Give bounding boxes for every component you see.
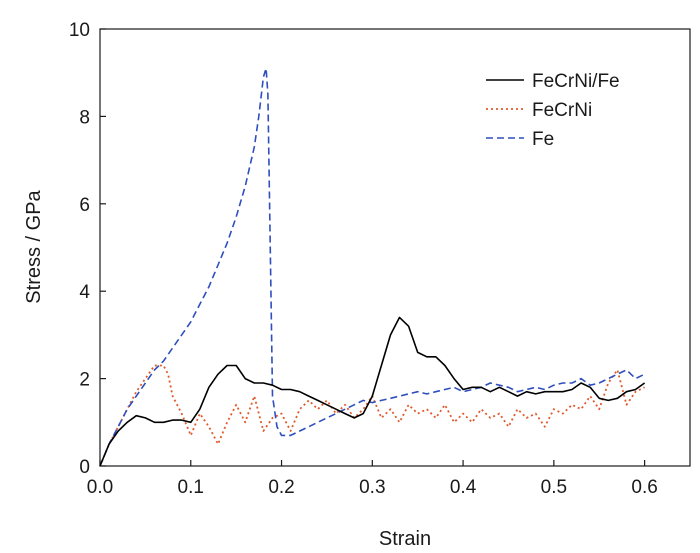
x-tick-label: 0.4 [450,477,477,498]
series-line-fecrni-fe [99,316,646,467]
y-tick-label: 10 [69,20,90,41]
axis-ticks: 0.0 0.1 0.2 0.3 0.4 0.5 0.6 0 2 4 6 8 10 [69,20,658,498]
y-tick-label: 4 [79,282,90,303]
y-tick-label: 8 [79,107,90,128]
y-tick-label: 6 [79,195,90,216]
series-line-fe [99,67,645,467]
y-tick-label: 2 [79,370,90,391]
legend-label-fecrni-fe: FeCrNi/Fe [532,71,620,92]
x-tick-label: 0.1 [178,477,204,498]
y-tick-label: 0 [79,457,90,478]
x-axis-title: Strain [379,528,431,550]
x-tick-label: 0.0 [87,477,113,498]
legend: FeCrNi/Fe FeCrNi Fe [486,71,620,150]
x-tick-label: 0.3 [359,477,385,498]
x-tick-label: 0.5 [541,477,567,498]
data-series [99,67,646,467]
x-tick-label: 0.6 [631,477,657,498]
series-line-fecrni [99,364,645,467]
x-tick-label: 0.2 [268,477,294,498]
plot-frame [99,28,691,467]
legend-label-fe: Fe [532,129,554,150]
y-axis-title: Stress / GPa [23,189,45,303]
legend-label-fecrni: FeCrNi [532,100,592,121]
